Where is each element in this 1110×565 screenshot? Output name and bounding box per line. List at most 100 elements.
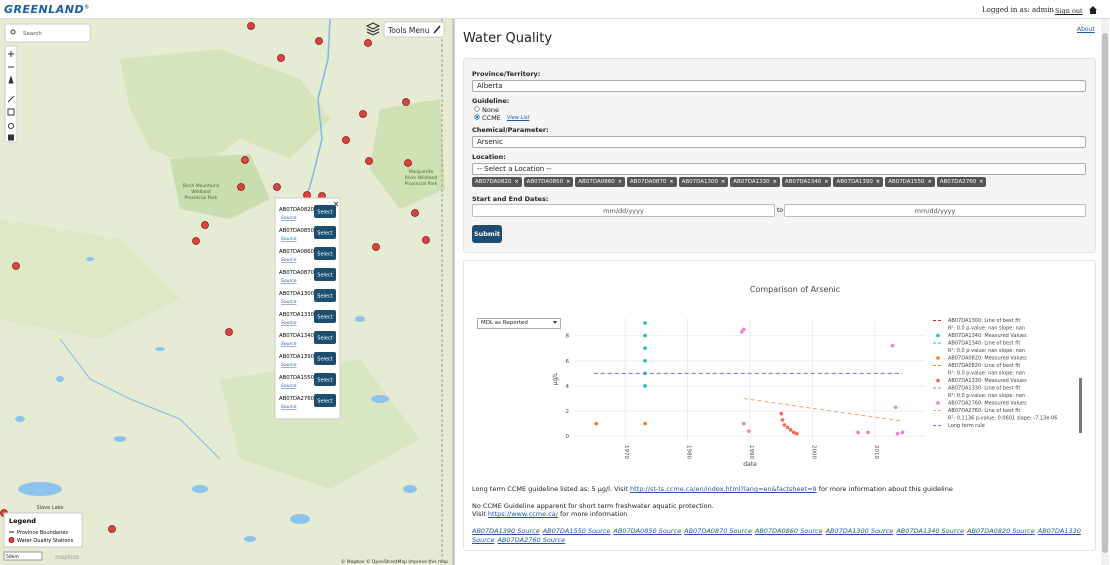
- station-marker[interactable]: [247, 22, 255, 30]
- source-link[interactable]: Source: [281, 341, 297, 347]
- select-label[interactable]: Select: [317, 294, 332, 300]
- chip-remove[interactable]: ×: [721, 179, 726, 185]
- location-chip[interactable]: AB07DA1300 ×: [678, 177, 729, 187]
- select-label[interactable]: Select: [317, 357, 332, 363]
- select-button[interactable]: [314, 352, 336, 365]
- location-chip[interactable]: AB07DA0860 ×: [575, 177, 625, 187]
- source-link[interactable]: AB07DA1340 Source: [896, 527, 965, 535]
- location-chip[interactable]: AB07DA2760 ×: [936, 177, 987, 187]
- logo[interactable]: GREENLAND®: [4, 3, 90, 16]
- source-link[interactable]: Source: [281, 236, 297, 242]
- chip-remove[interactable]: ×: [875, 179, 881, 185]
- location-chip[interactable]: AB07DA1390 ×: [833, 177, 884, 187]
- station-marker[interactable]: [364, 39, 372, 47]
- location-chip[interactable]: AB07DA0870 ×: [626, 177, 677, 187]
- radio-label[interactable]: CCME: [482, 114, 501, 122]
- location-chip[interactable]: AB07DA0850 ×: [523, 177, 574, 187]
- station-marker[interactable]: [359, 110, 367, 118]
- search-box[interactable]: Search: [23, 31, 42, 37]
- source-link[interactable]: Source: [281, 404, 297, 410]
- radio-label[interactable]: None: [482, 106, 499, 114]
- chip-remove[interactable]: ×: [617, 179, 622, 185]
- station-marker[interactable]: [315, 37, 323, 45]
- source-link[interactable]: Source: [281, 383, 297, 389]
- station-marker[interactable]: [237, 183, 245, 191]
- province-select[interactable]: Alberta: [472, 80, 1086, 92]
- note-link[interactable]: https://www.ccme.ca/: [487, 510, 558, 518]
- select-button[interactable]: [314, 373, 336, 386]
- location-chip[interactable]: AB07DA1550 ×: [885, 177, 935, 187]
- select-button[interactable]: [314, 394, 336, 407]
- location-chip[interactable]: AB07DA0820 ×: [472, 177, 522, 187]
- station-marker[interactable]: [303, 191, 311, 199]
- chemical-select[interactable]: Arsenic: [472, 136, 1086, 148]
- source-link[interactable]: Source: [281, 278, 297, 284]
- select-label[interactable]: Select: [317, 231, 332, 237]
- station-marker[interactable]: [12, 262, 20, 270]
- select-label[interactable]: Select: [317, 336, 332, 342]
- station-marker[interactable]: [402, 98, 410, 106]
- start-date[interactable]: mm/dd/yyyy: [472, 204, 775, 217]
- station-marker[interactable]: [277, 54, 285, 62]
- submit-button[interactable]: Submit: [472, 225, 502, 243]
- select-button[interactable]: [314, 247, 336, 260]
- source-link[interactable]: AB07DA0850 Source: [613, 527, 682, 535]
- station-marker[interactable]: [365, 157, 373, 165]
- about-link[interactable]: About: [1077, 26, 1095, 33]
- chip-remove[interactable]: ×: [772, 179, 777, 185]
- station-marker[interactable]: [201, 221, 209, 229]
- source-link[interactable]: Source: [281, 257, 297, 263]
- select-button[interactable]: [314, 205, 336, 218]
- select-label[interactable]: Select: [317, 399, 332, 405]
- select-button[interactable]: [314, 226, 336, 239]
- select-label[interactable]: Select: [317, 378, 332, 384]
- map[interactable]: Birch Mountains Wildland Provincial Park…: [0, 19, 452, 565]
- source-link[interactable]: AB07DA1300 Source: [825, 527, 894, 535]
- select-label[interactable]: Select: [317, 315, 332, 321]
- sign-out[interactable]: Sign out: [1055, 7, 1083, 15]
- chip-remove[interactable]: ×: [824, 179, 829, 185]
- location-select[interactable]: -- Select a Location --: [472, 163, 1086, 175]
- logo-text[interactable]: GREENLAND: [4, 3, 85, 16]
- home-icon[interactable]: [1088, 5, 1098, 14]
- source-link[interactable]: AB07DA0860 Source: [754, 527, 823, 535]
- radios[interactable]: [474, 106, 482, 122]
- tools-menu[interactable]: Tools Menu: [387, 26, 430, 35]
- end-date[interactable]: mm/dd/yyyy: [784, 204, 1086, 217]
- select-button[interactable]: [314, 268, 336, 281]
- view-list-link[interactable]: View List: [507, 115, 530, 121]
- splitter[interactable]: [452, 19, 455, 565]
- source-link[interactable]: AB07DA0820 Source: [967, 527, 1035, 535]
- chip-remove[interactable]: ×: [979, 179, 984, 185]
- station-marker[interactable]: [422, 236, 430, 244]
- station-marker[interactable]: [192, 237, 200, 245]
- station-marker[interactable]: [342, 136, 350, 144]
- source-link[interactable]: Source: [281, 215, 297, 221]
- source-link[interactable]: AB07DA1390 Source: [472, 527, 540, 535]
- source-link[interactable]: AB07DA0870 Source: [684, 527, 752, 535]
- station-marker[interactable]: [404, 159, 412, 167]
- source-link[interactable]: AB07DA2760 Source: [497, 535, 566, 544]
- scrollbar[interactable]: [1101, 19, 1109, 565]
- station-marker[interactable]: [241, 156, 249, 164]
- legend-scrollbar[interactable]: [1079, 378, 1082, 433]
- select-label[interactable]: Select: [317, 252, 332, 258]
- location-chip[interactable]: AB07DA1330 ×: [730, 177, 780, 187]
- source-link[interactable]: Source: [281, 299, 297, 305]
- source-link[interactable]: AB07DA1550 Source: [542, 527, 611, 535]
- station-marker[interactable]: [411, 209, 419, 217]
- select-label[interactable]: Select: [317, 210, 332, 216]
- select-button[interactable]: [314, 310, 336, 323]
- select-button[interactable]: [314, 289, 336, 302]
- select-button[interactable]: [314, 331, 336, 344]
- select-label[interactable]: Select: [317, 273, 332, 279]
- station-marker[interactable]: [273, 183, 281, 191]
- source-link[interactable]: Source: [281, 320, 297, 326]
- chip-remove[interactable]: ×: [927, 179, 932, 185]
- station-marker[interactable]: [372, 243, 380, 251]
- chip-remove[interactable]: ×: [566, 179, 571, 185]
- dropdown-text[interactable]: MDL as Reported: [481, 320, 528, 326]
- source-link[interactable]: Source: [281, 362, 297, 368]
- attribution[interactable]: © Mapbox © OpenStreetMap Improve this ma…: [341, 558, 448, 565]
- station-marker[interactable]: [225, 328, 233, 336]
